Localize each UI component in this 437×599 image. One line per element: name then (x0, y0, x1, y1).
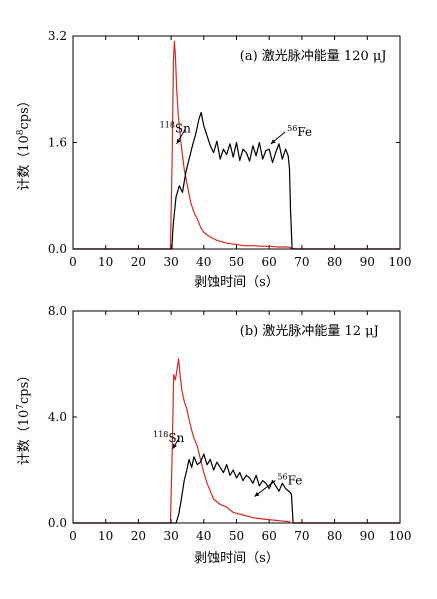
annotation-superscript: 56 (277, 473, 287, 482)
x-tick-label: 40 (196, 255, 211, 269)
y-tick-label: 1.6 (48, 136, 67, 150)
x-tick-label: 100 (389, 255, 412, 269)
x-tick-label: 90 (360, 255, 375, 269)
chart-panel-a: 0 10 20 30 40 50 60 70 80 90 100 0.0 1.6 3.2 剥蚀时间（s） 计数… (16, 29, 411, 290)
annotation-arrowhead (254, 492, 260, 497)
x-axis-title: 剥蚀时间（s） (194, 275, 279, 290)
x-tick-label: 40 (196, 529, 211, 543)
x-tick-label: 30 (163, 255, 178, 269)
x-tick-label: 70 (294, 255, 309, 269)
annotation-superscript: 118 (153, 430, 168, 439)
plot-frame (72, 310, 401, 524)
y-axis-title: 计数（107cps） (16, 369, 32, 466)
y-axis-title: 计数（108cps） (16, 94, 32, 191)
x-tick-label: 70 (294, 529, 309, 543)
annotation-arrowhead (172, 443, 177, 449)
x-tick-label: 50 (229, 255, 244, 269)
series-line-118sn (73, 40, 400, 250)
x-tick-label: 60 (262, 255, 277, 269)
y-axis-title-unit: cps） (17, 369, 32, 404)
x-tick-label: 100 (389, 529, 412, 543)
annotation-symbol: Fe (297, 125, 312, 139)
x-tick-label: 80 (327, 529, 342, 543)
y-tick-label: 0.0 (48, 516, 67, 530)
series-line-56fe (73, 111, 400, 250)
y-axis-title-exponent: 8 (16, 129, 26, 135)
annotation-symbol: Fe (288, 474, 303, 488)
series-line-56fe (73, 453, 400, 524)
y-axis-title-text: 计数（10 (17, 135, 32, 191)
x-tick-label: 0 (69, 529, 77, 543)
annotation-arrowhead (176, 138, 181, 144)
y-axis-title-exponent: 7 (16, 404, 26, 410)
x-tick-label: 10 (98, 255, 113, 269)
annotation-fe: 56Fe (287, 124, 312, 139)
x-tick-label: 30 (163, 529, 178, 543)
y-tick-label: 4.0 (48, 410, 67, 424)
chart-panel-b: 0 10 20 30 40 50 60 70 80 90 100 0.0 4.0 8.0 剥蚀时间（s） 计数… (16, 304, 411, 566)
y-tick-label: 3.2 (48, 29, 67, 43)
annotation-fe: 56Fe (277, 473, 302, 488)
x-tick-label: 0 (69, 255, 77, 269)
x-tick-label: 20 (131, 529, 146, 543)
x-tick-label: 60 (262, 529, 277, 543)
annotation-symbol: Sn (168, 431, 184, 445)
annotation-superscript: 56 (287, 124, 297, 133)
annotation-superscript: 118 (160, 121, 175, 130)
y-axis-title-text: 计数（10 (17, 410, 32, 466)
y-tick-label: 0.0 (48, 242, 67, 256)
y-axis-title-unit: cps） (17, 94, 32, 129)
x-tick-label: 10 (98, 529, 113, 543)
x-tick-label: 80 (327, 255, 342, 269)
annotation-sn: 118Sn (153, 430, 185, 445)
annotation-sn: 118Sn (160, 121, 192, 136)
y-tick-label: 8.0 (48, 304, 67, 318)
annotation-symbol: Sn (175, 122, 191, 136)
panel-title: (a) 激光脉冲能量 120 μJ (240, 49, 387, 64)
x-tick-label: 90 (360, 529, 375, 543)
series-line-118sn (73, 358, 400, 524)
x-tick-label: 20 (131, 255, 146, 269)
x-axis-title: 剥蚀时间（s） (194, 551, 279, 566)
panel-title: (b) 激光脉冲能量 12 μJ (240, 324, 379, 339)
annotation-arrowhead (270, 139, 276, 144)
x-tick-label: 50 (229, 529, 244, 543)
